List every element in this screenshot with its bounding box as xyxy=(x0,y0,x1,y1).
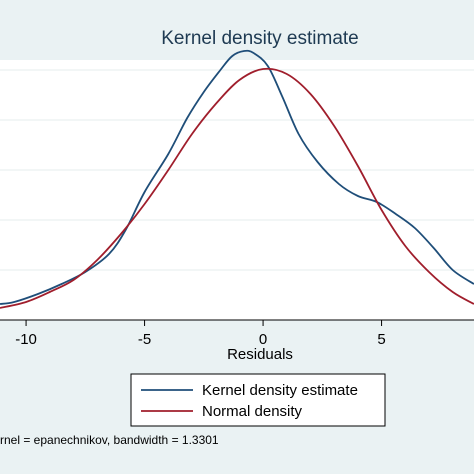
x-tick-label: 5 xyxy=(377,331,385,348)
grid-lines xyxy=(0,69,474,271)
x-axis-label: Residuals xyxy=(227,346,293,363)
chart-title: Kernel density estimate xyxy=(161,28,359,49)
legend-label-normal: Normal density xyxy=(202,403,303,420)
kernel-density-line xyxy=(0,49,474,305)
legend: Kernel density estimate Normal density xyxy=(130,373,386,427)
x-tick-label: 0 xyxy=(259,331,267,348)
bandwidth-note: rnel = epanechnikov, bandwidth = 1.3301 xyxy=(0,433,219,447)
x-axis: -10 -5 0 5 xyxy=(0,319,474,348)
x-tick-label: -5 xyxy=(138,331,151,348)
legend-box xyxy=(130,373,386,427)
normal-density-line xyxy=(0,67,474,309)
legend-label-kernel: Kernel density estimate xyxy=(202,382,358,399)
x-tick-label: -10 xyxy=(15,331,37,348)
series-lines xyxy=(0,49,474,309)
